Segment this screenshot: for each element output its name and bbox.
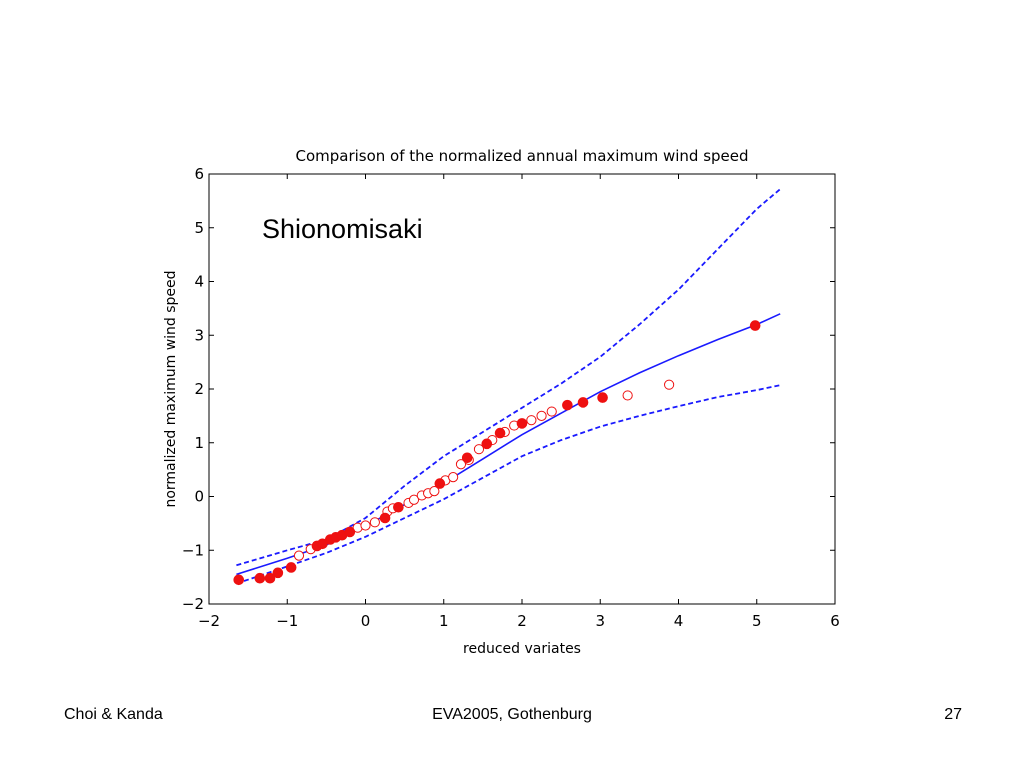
y-tick-label: 1 (194, 434, 204, 452)
filled-data-point (577, 397, 589, 408)
filled-data-point (461, 452, 473, 464)
open-data-point (408, 494, 420, 505)
x-tick-label: 6 (830, 612, 840, 630)
filled-data-point (597, 392, 608, 403)
open-data-point (293, 550, 305, 561)
lower-confidence-bound (236, 384, 781, 585)
footer-conference: EVA2005, Gothenburg (432, 706, 592, 723)
y-tick-label: 5 (194, 219, 204, 237)
x-tick-label: 1 (439, 612, 449, 630)
filled-data-point (344, 526, 356, 538)
open-data-point (526, 415, 537, 426)
filled-data-point (285, 562, 297, 573)
filled-data-point (272, 567, 284, 579)
upper-confidence-bound (236, 188, 781, 567)
filled-data-point (264, 572, 276, 584)
open-data-point (448, 472, 459, 483)
filled-data-point (254, 572, 266, 584)
filled-data-point (562, 399, 573, 411)
chart-title: Comparison of the normalized annual maxi… (295, 147, 748, 165)
filled-data-point (749, 320, 761, 331)
footer-author: Choi & Kanda (64, 706, 163, 723)
y-tick-label: 4 (194, 273, 204, 291)
open-data-point (622, 390, 633, 401)
chart-annotation: Shionomisaki (262, 214, 423, 244)
points-layer (233, 320, 761, 586)
open-data-point (664, 379, 675, 390)
x-axis-label: reduced variates (463, 641, 581, 657)
x-tick-label: 4 (674, 612, 684, 630)
x-tick-label: −2 (198, 612, 220, 630)
x-tick-label: 5 (752, 612, 762, 630)
ticks-layer: −2 −1 0 1 2 3 4 5 6 −2 −1 0 1 2 3 4 5 6 (182, 165, 840, 630)
x-tick-label: 3 (595, 612, 605, 630)
open-data-point (360, 520, 371, 531)
filled-data-point (393, 501, 404, 513)
open-data-point (429, 486, 440, 497)
x-tick-label: 2 (517, 612, 527, 630)
filled-data-point (516, 418, 528, 429)
y-axis-label: normalized maximum wind speed (163, 270, 179, 507)
filled-data-point (434, 478, 446, 489)
filled-data-point (233, 574, 245, 586)
open-data-point (369, 517, 380, 528)
open-data-point (546, 406, 557, 417)
y-tick-label: 3 (194, 326, 204, 344)
x-tick-label: −1 (276, 612, 298, 630)
open-data-point (536, 410, 547, 421)
open-data-point (455, 459, 467, 470)
y-tick-label: 6 (194, 165, 204, 183)
fitted-curve (236, 313, 781, 576)
x-tick-label: 0 (361, 612, 371, 630)
y-tick-label: −1 (182, 541, 204, 559)
filled-data-point (481, 438, 493, 450)
lines-layer (236, 188, 781, 585)
filled-data-point (494, 427, 506, 439)
footer-page-number: 27 (944, 706, 962, 723)
y-tick-label: −2 (182, 595, 204, 613)
y-tick-label: 2 (194, 380, 204, 398)
open-data-point (473, 444, 485, 455)
filled-data-point (379, 512, 391, 524)
y-tick-label: 0 (194, 488, 204, 506)
